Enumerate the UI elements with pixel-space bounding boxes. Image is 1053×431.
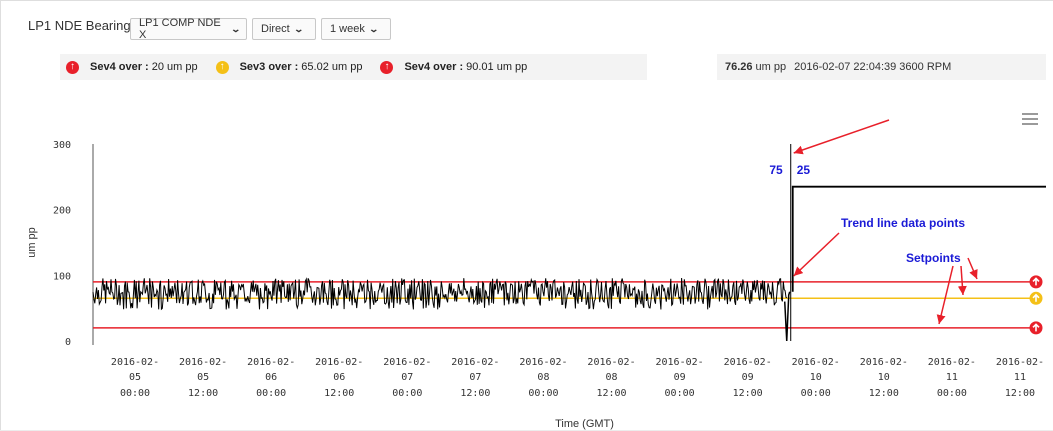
marker-left-label: 75 [769, 163, 783, 177]
x-tick-label: 00:00 [937, 388, 967, 399]
annotation-arrow [957, 265, 967, 296]
alarm-value: 90.01 um pp [466, 61, 528, 73]
point-select-label: LP1 COMP NDE X [139, 17, 221, 41]
trend-series-line [92, 277, 788, 311]
x-tick-label: 09 [674, 372, 686, 383]
x-tick-label: 12:00 [869, 388, 899, 399]
x-tick-label: 2016-02- [724, 357, 772, 368]
x-tick-label: 09 [742, 372, 754, 383]
annotation-setpoints: Setpoints [906, 251, 961, 265]
x-tick-label: 12:00 [1005, 388, 1035, 399]
annotation-trend-points: Trend line data points [841, 216, 965, 230]
alarm-item: ↑ Sev4 over : 20 um pp [66, 60, 198, 74]
x-tick-label: 08 [537, 372, 549, 383]
x-tick-label: 11 [1014, 372, 1026, 383]
direction-select[interactable]: Direct ⌄ [252, 18, 316, 40]
x-tick-label: 00:00 [665, 388, 695, 399]
alarm-label: Sev3 over : [239, 61, 299, 73]
annotation-arrow [967, 257, 978, 280]
x-tick-label: 2016-02- [656, 357, 704, 368]
x-tick-label: 07 [401, 372, 413, 383]
alarm-up-yellow-icon: ↑ [215, 60, 229, 74]
alarm-value: 65.02 um pp [301, 61, 363, 73]
annotation-arrow [793, 119, 890, 155]
cursor-readout: 76.26 um pp 2016-02-07 22:04:39 3600 RPM [717, 54, 1046, 80]
x-tick-label: 2016-02- [383, 357, 431, 368]
x-tick-label: 2016-02- [519, 357, 567, 368]
y-tick-label: 100 [53, 271, 71, 282]
alarm-item: ↑ Sev4 over : 90.01 um pp [380, 60, 528, 74]
y-tick-label: 0 [65, 337, 71, 348]
x-tick-label: 00:00 [801, 388, 831, 399]
x-axis-title: Time (GMT) [555, 418, 614, 430]
x-tick-label: 12:00 [460, 388, 490, 399]
x-tick-label: 12:00 [324, 388, 354, 399]
x-tick-label: 2016-02- [928, 357, 976, 368]
hamburger-menu-icon[interactable] [1022, 113, 1038, 125]
x-tick-label: 2016-02- [451, 357, 499, 368]
chevron-down-icon: ⌄ [368, 23, 379, 34]
y-axis-title: um pp [26, 227, 38, 258]
direction-select-label: Direct [261, 23, 290, 35]
x-tick-label: 2016-02- [792, 357, 840, 368]
x-tick-label: 2016-02- [111, 357, 159, 368]
annotation-arrow [793, 232, 840, 277]
trend-step-line [791, 185, 1046, 292]
alarm-up-red-icon: ↑ [66, 60, 79, 74]
cursor-unit: um pp [755, 61, 787, 73]
x-tick-label: 12:00 [596, 388, 626, 399]
x-tick-label: 05 [197, 372, 209, 383]
setpoint-arrow [1032, 277, 1040, 286]
marker-right-label: 25 [797, 163, 811, 177]
x-tick-label: 00:00 [528, 388, 558, 399]
chart-title: LP1 NDE Bearing [28, 18, 131, 33]
cursor-meta: 2016-02-07 22:04:39 3600 RPM [794, 61, 952, 73]
x-tick-label: 00:00 [392, 388, 422, 399]
y-tick-label: 300 [53, 140, 71, 151]
chevron-down-icon: ⌄ [293, 23, 304, 34]
x-tick-label: 2016-02- [315, 357, 363, 368]
alarm-value: 20 um pp [151, 61, 198, 73]
x-tick-label: 2016-02- [860, 357, 908, 368]
trend-drop-line [783, 291, 791, 342]
point-select[interactable]: LP1 COMP NDE X ⌄ [130, 17, 247, 41]
alarm-label: Sev4 over : [90, 61, 149, 73]
annotation-arrow [936, 265, 954, 325]
range-select[interactable]: 1 week ⌄ [321, 18, 391, 40]
alarm-item: ↑ Sev3 over : 65.02 um pp [215, 60, 363, 74]
x-tick-label: 05 [129, 372, 141, 383]
setpoint-arrow [1032, 323, 1040, 332]
alarm-summary-bar: ↑ Sev4 over : 20 um pp ↑ Sev3 over : 65.… [60, 54, 647, 80]
range-select-label: 1 week [330, 23, 365, 35]
x-tick-label: 07 [469, 372, 481, 383]
x-tick-label: 2016-02- [247, 357, 295, 368]
x-tick-label: 10 [810, 372, 822, 383]
x-tick-label: 12:00 [733, 388, 763, 399]
x-tick-label: 10 [878, 372, 890, 383]
x-tick-label: 00:00 [256, 388, 286, 399]
x-tick-label: 00:00 [120, 388, 150, 399]
x-tick-label: 11 [946, 372, 958, 383]
y-tick-label: 200 [53, 206, 71, 217]
x-tick-label: 12:00 [188, 388, 218, 399]
alarm-up-yellow-icon [1029, 291, 1043, 305]
x-tick-label: 2016-02- [179, 357, 227, 368]
alarm-label: Sev4 over : [404, 61, 464, 73]
alarm-up-red-icon [1029, 275, 1043, 289]
x-tick-label: 06 [333, 372, 345, 383]
x-tick-label: 08 [605, 372, 617, 383]
x-tick-label: 2016-02- [587, 357, 635, 368]
x-tick-label: 06 [265, 372, 277, 383]
alarm-up-red-icon [1029, 321, 1043, 335]
setpoint-arrow [1032, 293, 1040, 302]
alarm-up-red-icon: ↑ [380, 60, 394, 74]
chevron-down-icon: ⌄ [230, 23, 242, 34]
x-tick-label: 2016-02- [996, 357, 1044, 368]
cursor-value: 76.26 [725, 61, 753, 73]
